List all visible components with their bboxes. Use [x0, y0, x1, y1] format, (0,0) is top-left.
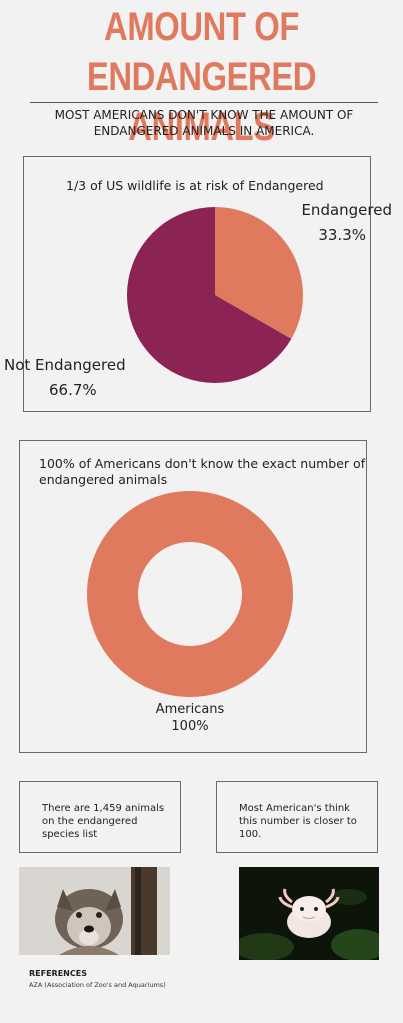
fact-box-belief-line-3: 100. — [239, 829, 262, 840]
slice-americans — [87, 491, 293, 697]
slice-endangered — [215, 207, 303, 339]
not-endangered-label: Not Endangered — [4, 356, 126, 374]
donut-label: Americans — [155, 702, 225, 717]
not-endangered-value: 66.7% — [49, 381, 97, 399]
subtitle: MOST AMERICANS DON'T KNOW THE AMOUNT OF … — [30, 107, 378, 139]
endangered-value: 33.3% — [318, 226, 366, 244]
endangered-label-text: Endangered — [301, 201, 392, 219]
donut-caption-line-2: endangered animals — [39, 472, 168, 487]
subtitle-line-1: MOST AMERICANS DON'T KNOW THE AMOUNT OF — [54, 108, 354, 122]
fact-box-belief: Most American's think this number is clo… — [216, 781, 378, 853]
references-text: AZA (Association of Zoo's and Aquariums) — [29, 981, 166, 989]
fact-box-count-line-2: on the endangered — [42, 816, 138, 827]
title-line-1: AMOUNT OF ENDANGERED — [86, 5, 317, 99]
page-title: AMOUNT OF ENDANGERED ANIMALS — [36, 2, 366, 152]
wolf-photo — [19, 867, 170, 955]
endangered-pie-chart — [127, 207, 303, 383]
americans-donut-chart — [87, 491, 293, 697]
fact-box-count: There are 1,459 animals on the endangere… — [19, 781, 181, 853]
fact-box-count-line-3: species list — [42, 829, 98, 840]
donut-caption-line-1: 100% of Americans don't know the exact n… — [39, 456, 366, 471]
references-title: REFERENCES — [29, 969, 87, 978]
fact-box-count-line-1: There are 1,459 animals — [42, 803, 165, 814]
donut-caption: 100% of Americans don't know the exact n… — [39, 456, 365, 488]
title-line-2: ANIMALS — [128, 105, 275, 149]
axolotl-photo — [239, 867, 379, 960]
slice-not-endangered — [127, 207, 292, 383]
subtitle-line-2: ENDANGERED ANIMALS IN AMERICA. — [93, 124, 315, 138]
donut-value: 100% — [171, 719, 209, 734]
fact-box-belief-line-2: this number is closer to — [239, 816, 357, 827]
title-divider — [30, 102, 378, 103]
fact-box-belief-line-1: Most American's think — [239, 803, 350, 814]
pie-caption: 1/3 of US wildlife is at risk of Endange… — [66, 178, 324, 193]
endangered-label: Endangered — [290, 200, 392, 220]
